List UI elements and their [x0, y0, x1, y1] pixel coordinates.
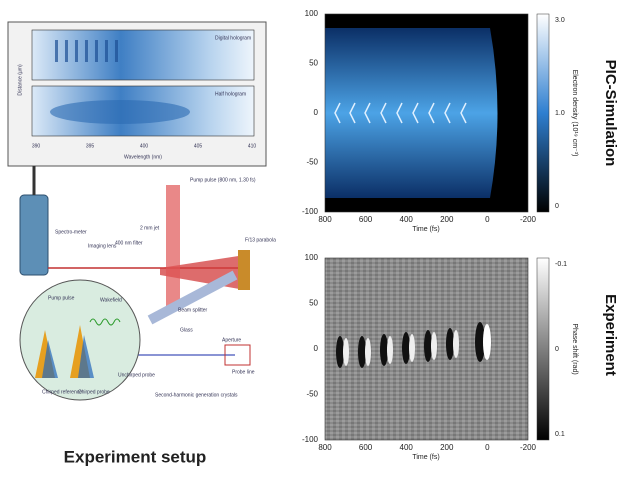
y-tick-label: -100: [302, 435, 319, 444]
x-tick-label: 200: [440, 443, 454, 452]
x-tick-label: 200: [440, 215, 454, 224]
y-tick-label: 100: [305, 253, 319, 262]
setup-label: 400 nm filter: [115, 240, 143, 246]
y-tick-label: 100: [305, 9, 319, 18]
x-tick-label: 390: [32, 143, 41, 149]
fringes: [55, 40, 118, 62]
label: Digital hologram: [215, 35, 251, 41]
y-tick-label: -50: [306, 158, 318, 167]
colorbar-tick-label: 0.1: [555, 431, 565, 438]
x-tick-label: 395: [86, 143, 95, 149]
spot: [50, 100, 190, 124]
x-tick-label: 800: [318, 443, 332, 452]
x-tick-label: 800: [318, 215, 332, 224]
setup-label: Glass: [180, 327, 193, 333]
colorbar-tick-label: 0: [555, 346, 559, 353]
setup-label: 2 mm jet: [140, 225, 160, 231]
colorbar-label: Electron density (10¹⁹ cm⁻³): [571, 70, 578, 157]
y-tick-label: 0: [314, 344, 319, 353]
setup-label: Pump pulse (800 nm, 1.30 fs): [190, 177, 256, 183]
setup-label: Chirped probe: [78, 389, 110, 395]
axis-label: Wavelength (nm): [124, 154, 162, 160]
setup-label: Unchirped probe: [118, 372, 155, 378]
exp-wake: [336, 322, 491, 368]
side-title: PIC-Simulation: [602, 60, 619, 167]
setup-title: Experiment setup: [64, 447, 207, 466]
x-tick-label: 400: [400, 215, 414, 224]
sim-plasma: [325, 28, 498, 198]
x-tick-label: 410: [248, 143, 257, 149]
plot-frame: [324, 13, 529, 213]
colorbar-tick-label: 0: [555, 203, 559, 210]
y-tick-label: 50: [309, 299, 318, 308]
x-tick-label: 405: [194, 143, 203, 149]
setup-label: Chirped reference: [42, 389, 82, 395]
setup-label: Pump pulse: [48, 295, 75, 301]
y-tick-label: -50: [306, 390, 318, 399]
setup-label: Imaging lens: [88, 243, 117, 249]
x-axis-label: Time (fs): [412, 454, 439, 461]
setup-label: Beam splitter: [178, 307, 208, 313]
sim-wake: [334, 102, 467, 124]
x-tick-label: 400: [400, 443, 414, 452]
x-tick-label: 0: [485, 215, 490, 224]
setup-label: Aperture: [222, 337, 241, 343]
y-tick-label: 50: [309, 59, 318, 68]
y-tick-label: -100: [302, 207, 319, 216]
y-tick-label: 0: [314, 108, 319, 117]
setup-label: Second-harmonic generation crystals: [155, 392, 238, 398]
x-tick-label: 600: [359, 215, 373, 224]
plot-frame: [324, 257, 529, 441]
colorbar-tick-label: 1.0: [555, 110, 565, 117]
label: Half hologram: [215, 91, 246, 97]
x-tick-label: 600: [359, 443, 373, 452]
x-tick-label: -200: [520, 215, 537, 224]
x-tick-label: 400: [140, 143, 149, 149]
colorbar-tick-label: 3.0: [555, 17, 565, 24]
setup-label: Wakefield: [100, 297, 122, 303]
axis-label: Distance (µm): [17, 64, 23, 96]
x-axis-label: Time (fs): [412, 226, 439, 233]
side-title: Experiment: [602, 294, 619, 376]
colorbar-tick-label: -0.1: [555, 261, 567, 268]
x-tick-label: -200: [520, 443, 537, 452]
setup-label: Probe line: [232, 369, 255, 375]
hologram-top: [31, 29, 255, 81]
setup-label: F/13 parabola: [245, 237, 276, 243]
spectrometer: [19, 194, 49, 276]
setup-label: Spectro-meter: [55, 229, 87, 235]
x-tick-label: 0: [485, 443, 490, 452]
colorbar-label: Phase shift (rad): [571, 323, 578, 374]
